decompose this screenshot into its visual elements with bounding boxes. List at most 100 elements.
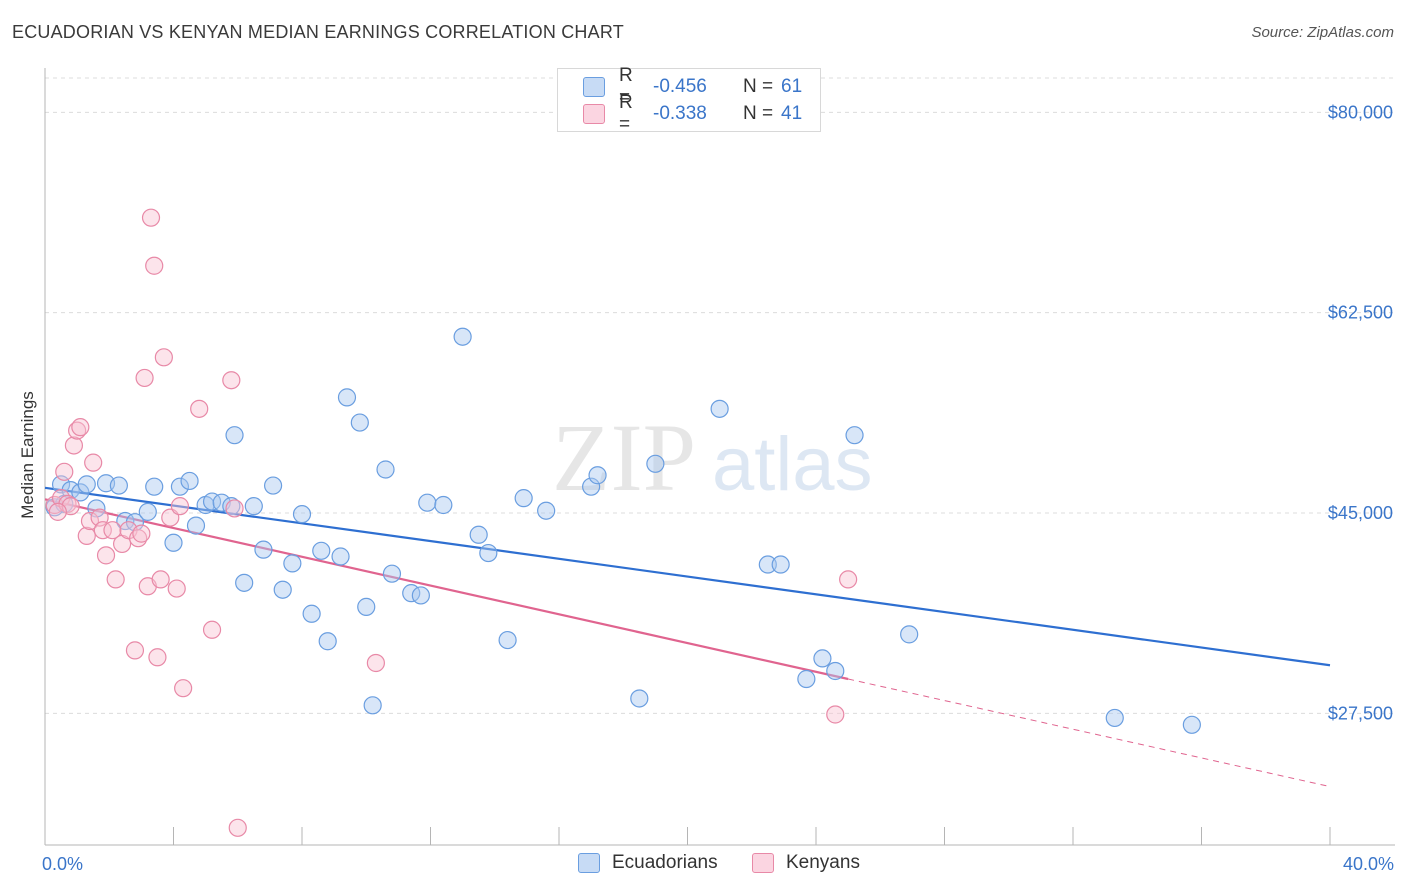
kenyan-point — [366, 653, 385, 673]
kenyan-trend-line — [44, 498, 849, 681]
ecuadorian-point — [376, 460, 395, 479]
ecuadorian-point — [710, 399, 729, 418]
kenyan-point — [68, 421, 87, 440]
kenyan-point — [80, 511, 100, 531]
ecuadorian-point — [331, 547, 350, 566]
ecuadorian-point — [588, 466, 607, 485]
bottom-legend-label: Ecuadorians — [612, 852, 718, 873]
ecuadorian-point — [582, 477, 601, 496]
legend-row-kenyans: R = -0.338 N = 41 — [583, 92, 802, 135]
kenyan-point — [64, 436, 84, 455]
kenyan-point — [135, 368, 154, 388]
ecuadorian-point — [244, 497, 263, 516]
ecuadorian-point — [646, 454, 665, 473]
ecuadorian-point — [434, 495, 453, 515]
ecuadorian-point — [630, 689, 649, 708]
source-label: Source: ZipAtlas.com — [1251, 24, 1394, 41]
legend-n-value: 61 — [781, 76, 803, 97]
kenyan-point — [151, 570, 170, 589]
y-tick-label: $45,000 — [1328, 503, 1393, 523]
kenyan-trend-extension — [848, 678, 1331, 788]
ecuadorian-point — [186, 516, 206, 535]
ecuadorian-point — [273, 580, 292, 599]
kenyan-point — [48, 502, 67, 521]
ecuadorian-point — [164, 533, 183, 552]
y-tick-label: $62,500 — [1328, 303, 1393, 323]
kenyan-point — [93, 521, 112, 540]
kenyan-point — [190, 399, 209, 418]
ecuadorian-point — [498, 630, 517, 650]
legend-r-label: R = — [619, 65, 633, 108]
ecuadorian-point — [263, 476, 283, 495]
kenyan-point — [170, 497, 190, 516]
ecuadorian-point — [382, 564, 402, 583]
ecuadorian-point — [771, 555, 790, 574]
kenyan-point — [55, 462, 74, 481]
bottom-legend-label: Kenyans — [786, 852, 860, 873]
legend-r-value: -0.456 — [653, 76, 707, 97]
legend-r-label: R = — [619, 92, 633, 135]
kenyan-point — [106, 570, 125, 589]
ecuadorian-point — [357, 597, 376, 616]
legend-n-label: N = — [743, 76, 774, 97]
legend-swatch-pink — [583, 104, 605, 124]
ecuadorian-point — [170, 477, 190, 496]
kenyan-point — [125, 641, 145, 660]
ecuadorian-point — [180, 471, 199, 491]
kenyan-point — [96, 546, 116, 565]
legend-swatch-blue — [583, 77, 605, 97]
bottom-legend-swatch-pink — [752, 853, 774, 873]
kenyan-point — [77, 526, 96, 546]
ecuadorian-point — [145, 477, 164, 496]
ecuadorian-point — [292, 505, 312, 524]
ecuadorian-trend-line — [44, 486, 1331, 667]
kenyan-point — [71, 418, 90, 437]
kenyan-point — [167, 579, 186, 598]
ecuadorian-point — [363, 696, 382, 715]
ecuadorian-point — [109, 476, 128, 495]
kenyan-point — [132, 524, 151, 543]
kenyan-point — [148, 648, 167, 667]
ecuadorian-point — [537, 501, 556, 520]
ecuadorian-point — [453, 327, 472, 346]
legend-r-value: -0.338 — [653, 103, 707, 124]
kenyan-point — [202, 620, 222, 639]
axes — [44, 68, 1395, 846]
kenyan-point — [225, 499, 244, 518]
series-kenyans — [45, 208, 858, 837]
x-tick-labels: 0.0% 40.0% — [42, 854, 1394, 874]
kenyan-point — [826, 705, 845, 724]
ecuadorian-point — [797, 669, 816, 689]
ecuadorian-point — [312, 541, 331, 560]
ecuadorian-point — [202, 492, 222, 511]
kenyan-point — [174, 679, 193, 698]
ecuadorian-point — [514, 489, 533, 508]
y-tick-label: $27,500 — [1328, 703, 1393, 723]
kenyan-point — [222, 371, 241, 390]
ecuadorian-point — [225, 426, 244, 445]
kenyan-point — [141, 208, 161, 227]
kenyan-point — [839, 570, 858, 589]
stats-legend: R = -0.456 N = 61 R = -0.338 N = 41 — [557, 65, 821, 135]
watermark: ZIP atlas — [552, 404, 873, 511]
bottom-legend-ecuadorians: Ecuadorians — [578, 852, 718, 874]
watermark-zip: ZIP — [552, 404, 696, 511]
kenyan-point — [103, 521, 122, 540]
y-axis-label: Median Earnings — [18, 391, 37, 519]
ecuadorian-point — [283, 554, 302, 573]
kenyan-point — [228, 818, 247, 837]
gridlines — [45, 77, 1395, 714]
ecuadorian-point — [318, 632, 337, 651]
ecuadorian-point — [235, 573, 254, 592]
bottom-legend-swatch-blue — [578, 853, 600, 873]
ecuadorian-point — [350, 413, 369, 432]
ecuadorian-point — [222, 497, 241, 516]
ecuadorian-point — [813, 649, 832, 668]
kenyan-point — [84, 453, 103, 472]
ecuadorian-point — [1182, 715, 1201, 734]
kenyan-point — [145, 256, 164, 275]
legend-row-ecuadorians: R = -0.456 N = 61 — [583, 65, 803, 108]
kenyan-point — [154, 348, 173, 367]
ecuadorian-point — [77, 475, 96, 494]
